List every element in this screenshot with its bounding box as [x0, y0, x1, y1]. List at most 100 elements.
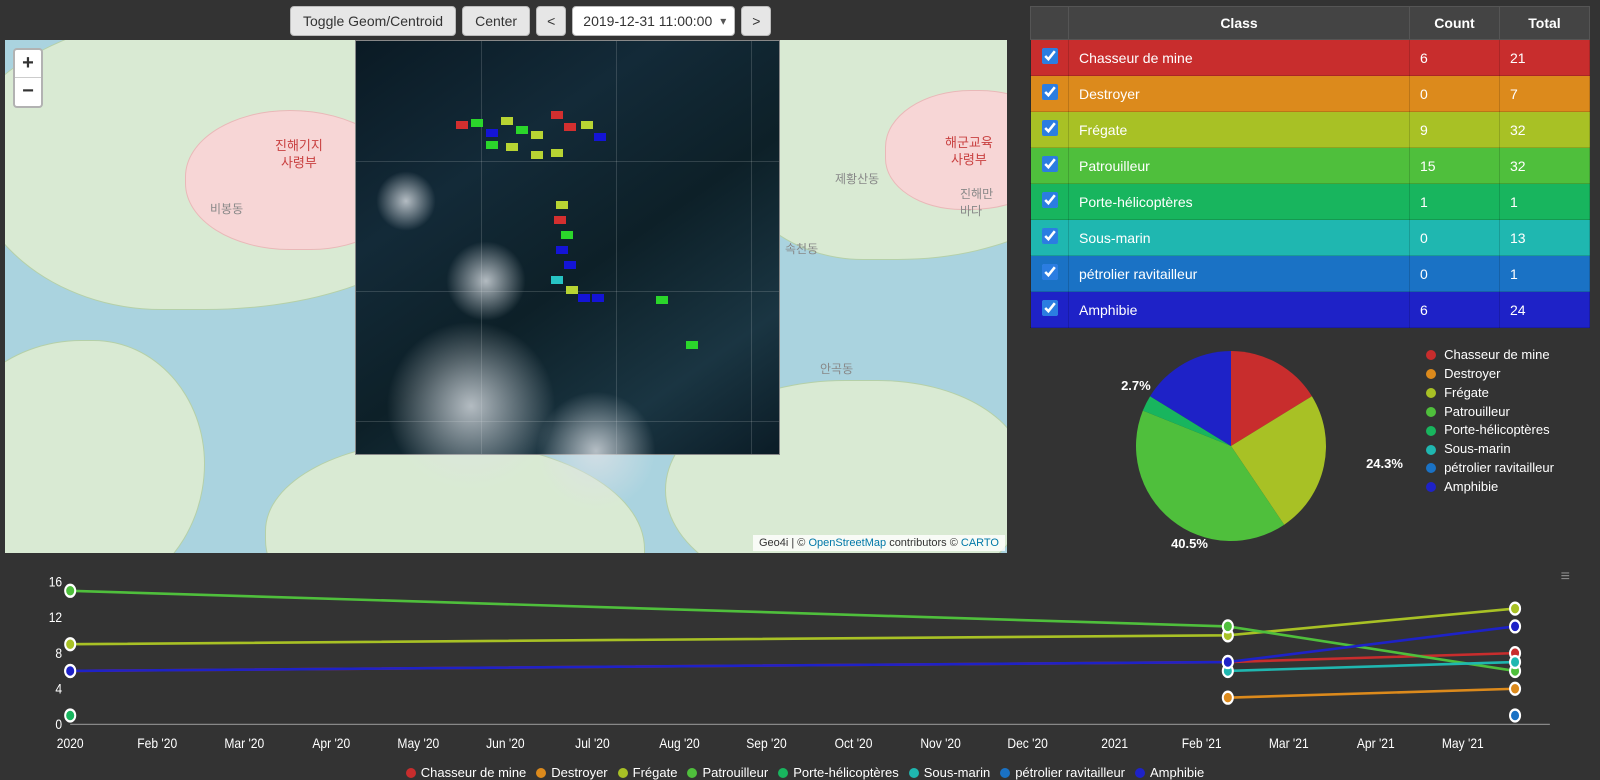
detection-marker[interactable] [556, 246, 568, 254]
detection-marker[interactable] [551, 111, 563, 119]
class-count: 6 [1410, 40, 1500, 76]
series-point[interactable] [65, 585, 75, 597]
osm-link[interactable]: OpenStreetMap [808, 537, 886, 549]
svg-text:Oct '20: Oct '20 [835, 735, 873, 751]
detection-marker[interactable] [594, 133, 606, 141]
class-checkbox[interactable] [1042, 228, 1058, 244]
class-checkbox[interactable] [1042, 156, 1058, 172]
series-point[interactable] [1510, 603, 1520, 615]
series-point[interactable] [1223, 656, 1233, 668]
svg-text:May '20: May '20 [397, 735, 439, 751]
series-point[interactable] [1223, 692, 1233, 704]
pie-legend-item[interactable]: Destroyer [1426, 365, 1554, 384]
table-row: Amphibie624 [1031, 292, 1590, 328]
svg-text:Feb '20: Feb '20 [137, 735, 177, 751]
class-checkbox[interactable] [1042, 192, 1058, 208]
pie-legend-item[interactable]: pétrolier ravitailleur [1426, 459, 1554, 478]
class-total: 21 [1500, 40, 1590, 76]
series-line[interactable] [1228, 662, 1515, 671]
right-pane: Class Count Total Chasseur de mine621Des… [1010, 0, 1600, 555]
class-name: Amphibie [1069, 292, 1410, 328]
series-line[interactable] [70, 626, 1515, 671]
zoom-out-button[interactable]: − [15, 78, 41, 106]
detection-marker[interactable] [686, 341, 698, 349]
detection-marker[interactable] [564, 261, 576, 269]
series-point[interactable] [65, 638, 75, 650]
detection-marker[interactable] [486, 141, 498, 149]
svg-text:2020: 2020 [57, 735, 84, 751]
class-count: 0 [1410, 76, 1500, 112]
svg-text:Sep '20: Sep '20 [746, 735, 787, 751]
pie-legend-item[interactable]: Sous-marin [1426, 440, 1554, 459]
detection-marker[interactable] [566, 286, 578, 294]
series-point[interactable] [65, 665, 75, 677]
detection-marker[interactable] [506, 143, 518, 151]
center-button[interactable]: Center [462, 6, 530, 36]
pie-slice-label: 2.7% [1121, 378, 1151, 393]
class-checkbox[interactable] [1042, 120, 1058, 136]
svg-text:Nov '20: Nov '20 [920, 735, 961, 751]
detection-marker[interactable] [564, 123, 576, 131]
class-count: 0 [1410, 256, 1500, 292]
pie-legend-item[interactable]: Frégate [1426, 384, 1554, 403]
next-date-button[interactable]: > [741, 6, 771, 36]
class-name: Sous-marin [1069, 220, 1410, 256]
detection-marker[interactable] [531, 151, 543, 159]
class-count: 9 [1410, 112, 1500, 148]
detection-marker[interactable] [656, 296, 668, 304]
class-name: Chasseur de mine [1069, 40, 1410, 76]
table-row: Destroyer07 [1031, 76, 1590, 112]
series-point[interactable] [65, 710, 75, 722]
class-count: 6 [1410, 292, 1500, 328]
class-checkbox[interactable] [1042, 48, 1058, 64]
pie-legend-item[interactable]: Chasseur de mine [1426, 346, 1554, 365]
svg-text:May '21: May '21 [1442, 735, 1484, 751]
zoom-in-button[interactable]: + [15, 50, 41, 78]
detection-marker[interactable] [486, 129, 498, 137]
class-name: pétrolier ravitailleur [1069, 256, 1410, 292]
table-header-row: Class Count Total [1031, 7, 1590, 40]
detection-marker[interactable] [581, 121, 593, 129]
series-point[interactable] [1510, 656, 1520, 668]
chart-menu-icon[interactable]: ≡ [1561, 568, 1570, 586]
map-label: 진해기지사령부 [275, 138, 323, 172]
class-checkbox[interactable] [1042, 84, 1058, 100]
class-name: Patrouilleur [1069, 148, 1410, 184]
detection-marker[interactable] [556, 201, 568, 209]
pie-legend-item[interactable]: Porte-hélicoptères [1426, 421, 1554, 440]
prev-date-button[interactable]: < [536, 6, 566, 36]
svg-text:16: 16 [49, 574, 62, 590]
carto-link[interactable]: CARTO [961, 537, 999, 549]
detection-marker[interactable] [501, 117, 513, 125]
detection-marker[interactable] [516, 126, 528, 134]
detection-marker[interactable] [531, 131, 543, 139]
class-checkbox[interactable] [1042, 300, 1058, 316]
detection-marker[interactable] [554, 216, 566, 224]
date-select[interactable]: 2019-12-31 11:00:00 [572, 6, 735, 36]
toggle-geom-button[interactable]: Toggle Geom/Centroid [290, 6, 456, 36]
series-line[interactable] [1228, 689, 1515, 698]
class-name: Porte-hélicoptères [1069, 184, 1410, 220]
detection-marker[interactable] [456, 121, 468, 129]
detection-marker[interactable] [592, 294, 604, 302]
pie-legend-item[interactable]: Patrouilleur [1426, 403, 1554, 422]
class-total: 1 [1500, 184, 1590, 220]
map[interactable]: 진해기지사령부해군교육사령부비봉동제황산동속천동안곡동진해만바다 Geo4i |… [5, 40, 1007, 553]
detection-marker[interactable] [471, 119, 483, 127]
detection-marker[interactable] [578, 294, 590, 302]
pie-legend-item[interactable]: Amphibie [1426, 478, 1554, 497]
detection-marker[interactable] [551, 276, 563, 284]
series-point[interactable] [1223, 620, 1233, 632]
class-total: 32 [1500, 148, 1590, 184]
series-point[interactable] [1510, 710, 1520, 722]
map-label: 안곡동 [820, 360, 853, 377]
class-count: 15 [1410, 148, 1500, 184]
detection-marker[interactable] [561, 231, 573, 239]
col-class: Class [1069, 7, 1410, 40]
series-point[interactable] [1510, 620, 1520, 632]
svg-text:Feb '21: Feb '21 [1182, 735, 1222, 751]
detection-marker[interactable] [551, 149, 563, 157]
series-point[interactable] [1510, 683, 1520, 695]
pie-slice-label: 24.3% [1366, 456, 1403, 471]
class-checkbox[interactable] [1042, 264, 1058, 280]
